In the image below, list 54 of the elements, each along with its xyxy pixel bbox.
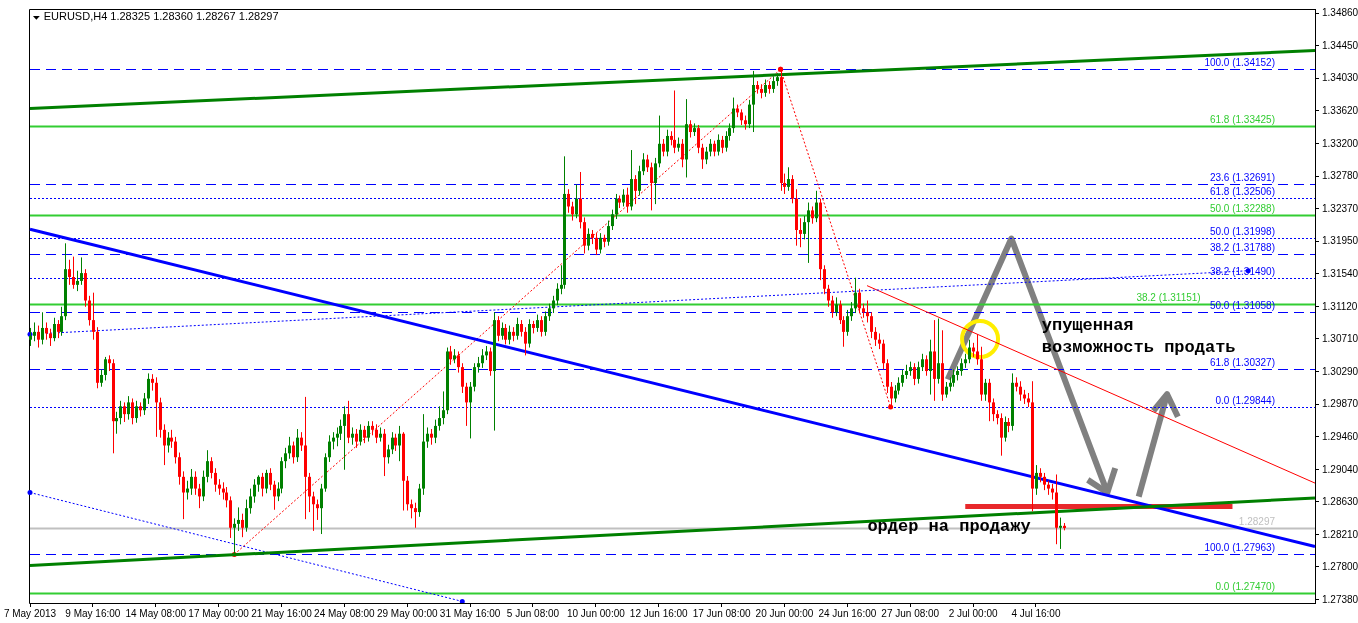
x-tick-label: 17 May 00:00 (188, 607, 250, 619)
y-tick-label: 1.31950 (1322, 235, 1358, 247)
ref-line-label: 0.0 (1.29844) (1215, 394, 1276, 406)
annotation: ордер на продажу (867, 516, 1031, 539)
y-tick-label: 1.32780 (1322, 170, 1358, 182)
x-tick-label: 17 Jun 08:00 (692, 607, 751, 619)
y-tick-label: 1.31120 (1322, 300, 1358, 312)
y-tick-label: 1.30710 (1322, 332, 1358, 344)
x-tick-label: 9 May 16:00 (65, 607, 121, 619)
y-tick-label: 1.27380 (1322, 593, 1358, 605)
x-tick-label: 24 Jun 16:00 (818, 607, 877, 619)
ref-line-label: 38.2 (1.31151) (1136, 292, 1201, 304)
x-tick-label: 21 May 16:00 (251, 607, 313, 619)
annotation: упущенная возможность продать (1041, 315, 1236, 358)
y-tick-label: 1.34450 (1322, 39, 1358, 51)
x-tick-label: 31 May 16:00 (439, 607, 501, 619)
ref-line-label: 0.0 (1.27470) (1215, 580, 1276, 592)
x-tick-label: 2 Jul 00:00 (948, 607, 999, 619)
ref-line-label: 38.2 (1.31788) (1209, 242, 1276, 254)
ref-line-label: 61.8 (1.32506) (1209, 186, 1276, 198)
y-tick-label: 1.28210 (1322, 528, 1358, 540)
x-tick-label: 29 May 00:00 (376, 607, 438, 619)
y-tick-label: 1.29040 (1322, 463, 1358, 475)
ref-line-label: 100.0 (1.34152) (1204, 57, 1276, 69)
y-tick-label: 1.33200 (1322, 137, 1358, 149)
y-tick-label: 1.29870 (1322, 398, 1358, 410)
ref-line-label: 61.8 (1.30327) (1209, 356, 1276, 368)
x-tick-label: 7 May 2013 (3, 607, 57, 619)
y-tick-label: 1.28630 (1322, 495, 1358, 507)
y-tick-label: 1.30290 (1322, 365, 1358, 377)
y-tick-label: 1.33620 (1322, 104, 1358, 116)
x-tick-label: 27 Jun 08:00 (881, 607, 940, 619)
ref-line-label: 50.0 (1.31998) (1209, 225, 1276, 237)
x-tick-label: 4 Jul 16:00 (1011, 607, 1061, 619)
x-tick-label: 5 Jun 08:00 (506, 607, 560, 619)
ref-line-label: 61.8 (1.33425) (1209, 114, 1276, 126)
y-tick-label: 1.34860 (1322, 7, 1358, 19)
y-tick-label: 1.32370 (1322, 202, 1358, 214)
y-tick-label: 1.34030 (1322, 72, 1358, 84)
ref-line-label: 100.0 (1.27963) (1204, 542, 1276, 554)
ref-line-label: 38.2 (1.31490) (1209, 265, 1276, 277)
ref-line-label: 23.6 (1.32691) (1209, 171, 1276, 183)
chart-title: EURUSD,H4 1.28325 1.28360 1.28267 1.28297 (43, 9, 279, 22)
ref-line-label: 50.0 (1.32288) (1209, 203, 1276, 215)
x-tick-label: 24 May 08:00 (314, 607, 376, 619)
x-tick-label: 12 Jun 16:00 (629, 607, 689, 619)
y-tick-label: 1.31540 (1322, 267, 1358, 279)
ref-line-label: 1.28297 (1238, 516, 1276, 528)
x-tick-label: 10 Jun 00:00 (566, 607, 626, 619)
x-tick-label: 20 Jun 00:00 (755, 607, 814, 619)
y-tick-label: 1.27800 (1322, 560, 1358, 572)
ref-line-label: 50.0 (1.31058) (1209, 299, 1276, 311)
y-tick-label: 1.29460 (1322, 430, 1358, 442)
x-tick-label: 14 May 08:00 (125, 607, 187, 619)
